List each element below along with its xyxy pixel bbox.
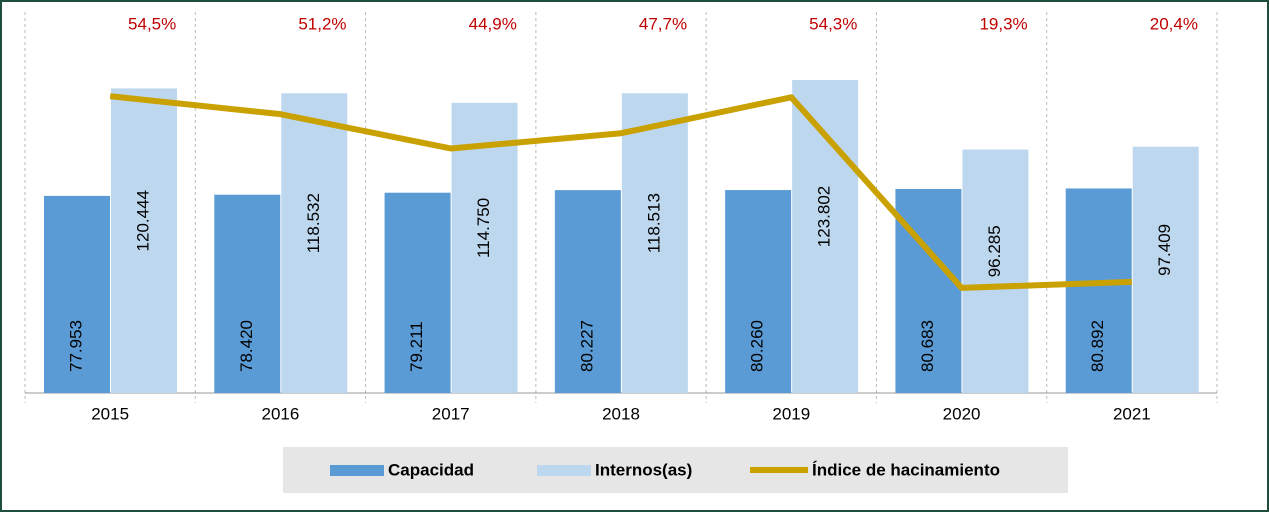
bar: [214, 194, 281, 393]
line-value-label: 47,7%: [639, 14, 687, 33]
line-value-label: 54,3%: [809, 14, 857, 33]
legend-swatch: [330, 465, 384, 476]
bar-value-label: 114.750: [474, 198, 493, 258]
bar: [281, 93, 348, 393]
x-tick-label: 2019: [772, 404, 810, 423]
bar-value-label: 97.409: [1155, 224, 1174, 276]
x-tick-label: 2015: [91, 404, 129, 423]
bar-value-label: 80.260: [748, 320, 767, 372]
bar-value-label: 120.444: [133, 190, 152, 251]
legend-label: Internos(as): [595, 460, 692, 479]
bar: [725, 190, 792, 393]
x-tick-label: 2016: [262, 404, 300, 423]
legend-label: Índice de hacinamiento: [812, 460, 1000, 479]
line: [109, 93, 1132, 291]
bar: [1065, 188, 1132, 393]
bar-value-label: 118.513: [644, 193, 663, 253]
bar-value-label: 123.802: [815, 186, 834, 247]
bar-value-label: 80.683: [918, 320, 937, 372]
bar-value-label: 80.227: [577, 320, 596, 372]
legend-label: Capacidad: [388, 460, 474, 479]
bar-value-label: 79.211: [407, 321, 426, 372]
x-tick-label: 2017: [432, 404, 470, 423]
x-tick-label: 2021: [1113, 404, 1151, 423]
bar-value-label: 96.285: [985, 225, 1004, 277]
bar: [111, 88, 177, 394]
bar-value-label: 118.532: [304, 193, 323, 253]
line-value-label: 54,5%: [128, 14, 176, 33]
bar: [1132, 146, 1199, 393]
legend-swatch: [537, 465, 591, 476]
bar: [44, 195, 110, 393]
line-value-label: 20,4%: [1150, 14, 1198, 33]
bar: [621, 93, 688, 393]
x-tick-label: 2020: [943, 404, 981, 423]
bar: [451, 102, 518, 393]
bar: [962, 149, 1029, 393]
bar-value-label: 78.420: [237, 320, 256, 372]
bar-value-label: 80.892: [1088, 320, 1107, 372]
x-tick-label: 2018: [602, 404, 640, 423]
line-value-label: 51,2%: [298, 14, 346, 33]
bar-value-label: 77.953: [66, 320, 85, 372]
bar: [384, 192, 451, 393]
legend-box: [283, 447, 1068, 493]
bar: [554, 190, 621, 393]
line-value-label: 44,9%: [469, 14, 517, 33]
line-value-label: 19,3%: [979, 14, 1027, 33]
